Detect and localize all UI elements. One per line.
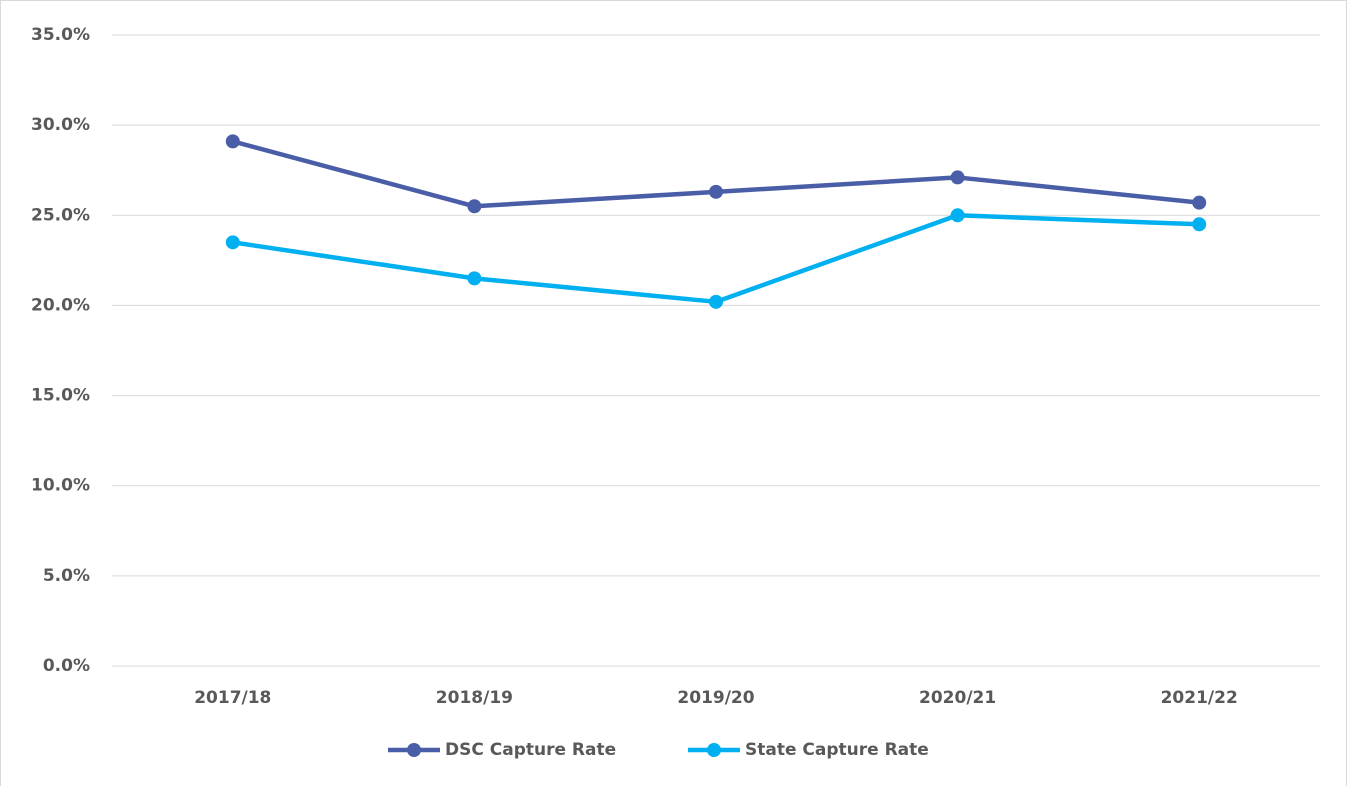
data-point bbox=[950, 208, 965, 223]
data-point bbox=[467, 271, 482, 286]
y-tick-label: 25.0% bbox=[31, 205, 90, 225]
y-tick-label: 30.0% bbox=[31, 115, 90, 135]
data-point bbox=[1192, 195, 1207, 210]
legend-marker bbox=[407, 743, 421, 757]
data-point bbox=[225, 235, 240, 250]
x-tick-label: 2018/19 bbox=[436, 688, 513, 708]
y-tick-label: 10.0% bbox=[31, 476, 90, 496]
y-tick-label: 15.0% bbox=[31, 386, 90, 406]
legend-label: State Capture Rate bbox=[745, 740, 929, 760]
x-tick-label: 2019/20 bbox=[677, 688, 754, 708]
x-tick-label: 2017/18 bbox=[194, 688, 271, 708]
data-point bbox=[225, 134, 240, 149]
y-tick-label: 20.0% bbox=[31, 295, 90, 315]
legend-marker bbox=[707, 743, 721, 757]
data-point bbox=[709, 294, 723, 309]
data-point bbox=[709, 184, 723, 199]
x-tick-label: 2021/22 bbox=[1161, 688, 1238, 708]
legend-label: DSC Capture Rate bbox=[445, 740, 616, 760]
data-point bbox=[467, 199, 482, 214]
data-point bbox=[1192, 217, 1207, 232]
data-point bbox=[950, 170, 965, 185]
y-tick-label: 0.0% bbox=[43, 656, 90, 676]
y-tick-label: 35.0% bbox=[31, 25, 90, 45]
y-tick-label: 5.0% bbox=[43, 566, 90, 586]
x-tick-label: 2020/21 bbox=[919, 688, 996, 708]
